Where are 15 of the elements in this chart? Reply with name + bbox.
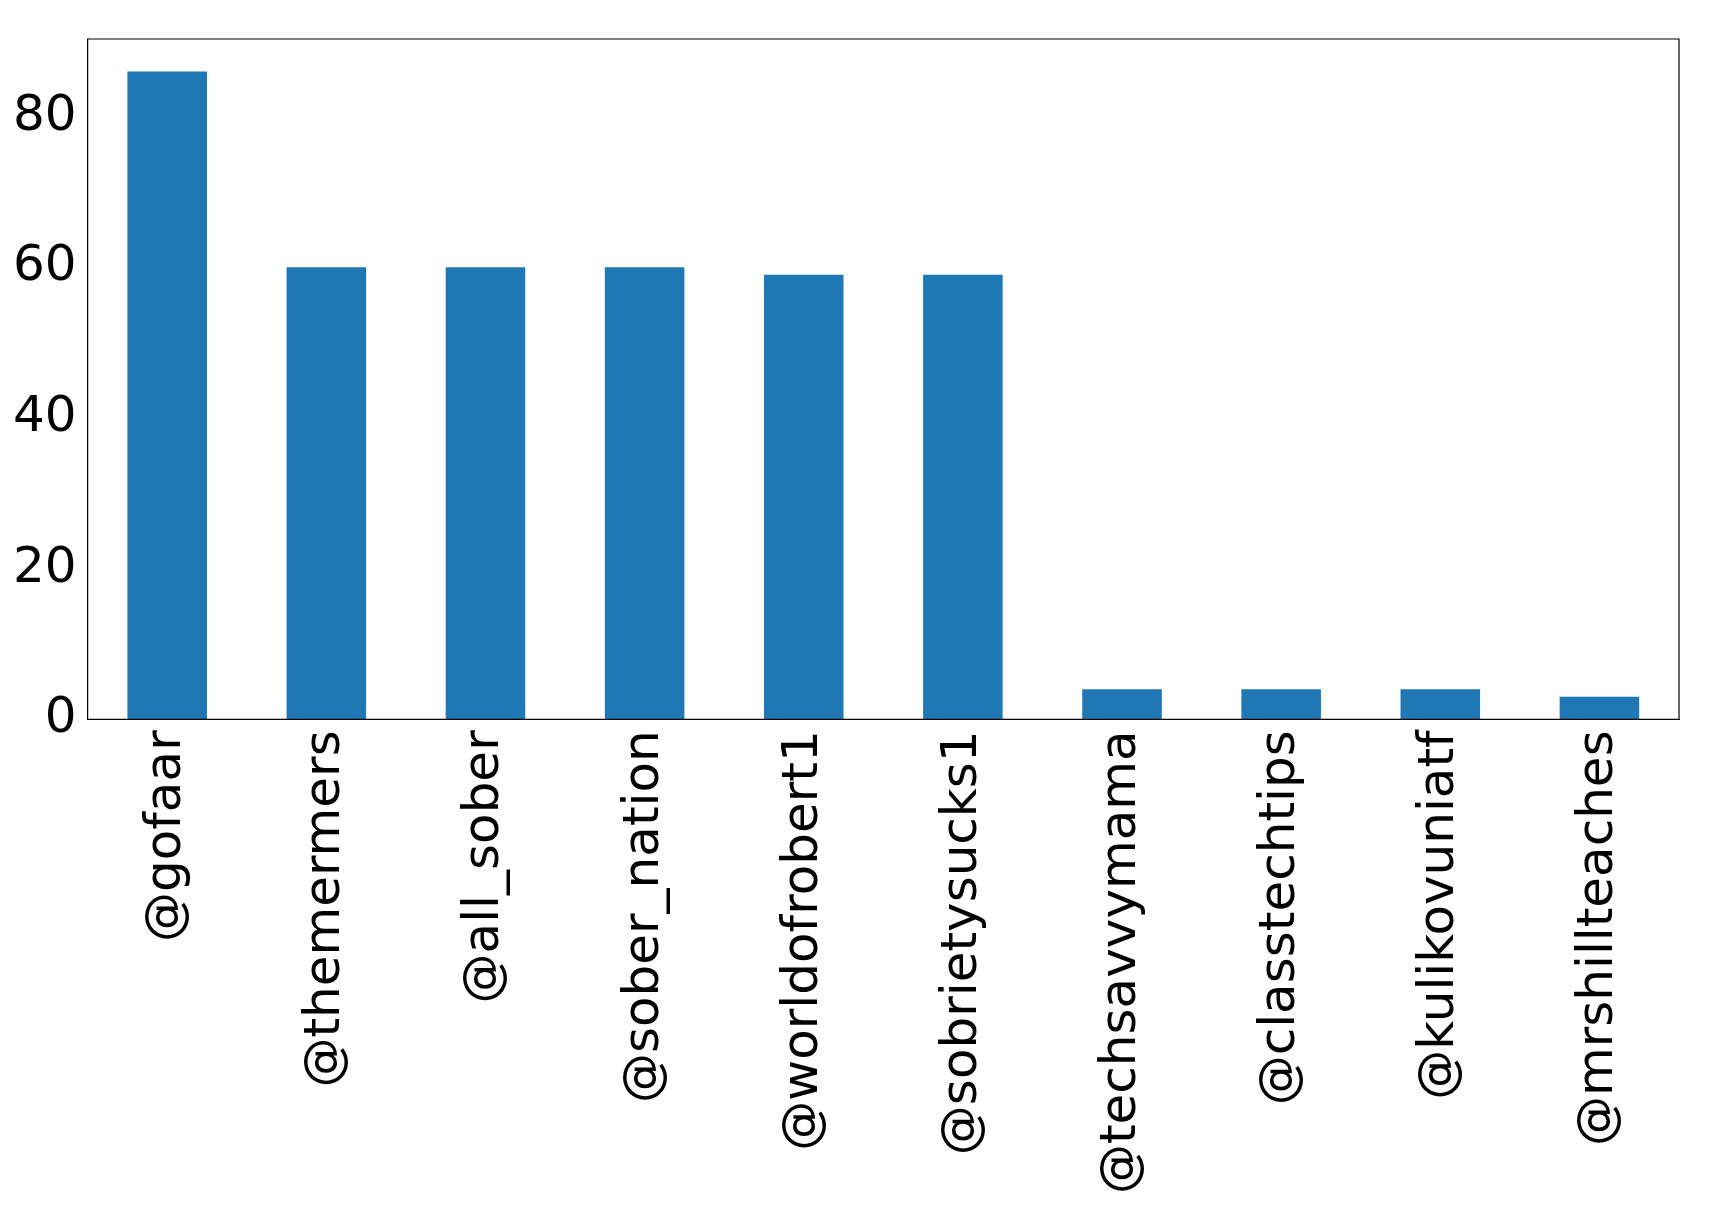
x-tick-label: @kulikovuniatf [1407,728,1466,1100]
y-tick-label: 0 [44,686,77,745]
x-tick-label: @worldofrobert1 [770,730,829,1151]
y-tick-label: 40 [13,384,77,443]
x-tick-label: @techsavvymama [1089,730,1147,1195]
x-tick-label: @mrshillteaches [1566,730,1625,1146]
x-tick-label: @sober_nation [611,730,670,1104]
x-tick-label: @themermers [293,730,352,1088]
x-tick-label: @classtechtips [1248,730,1307,1106]
y-tick-label: 80 [13,83,77,142]
y-tick-label: 60 [13,234,77,293]
x-tick-label: @sobrietysucks1 [929,730,988,1156]
x-tick-label: @all_sober [452,729,511,1004]
x-tick-label: @gofaar [134,729,193,943]
y-tick-label: 20 [13,535,77,594]
